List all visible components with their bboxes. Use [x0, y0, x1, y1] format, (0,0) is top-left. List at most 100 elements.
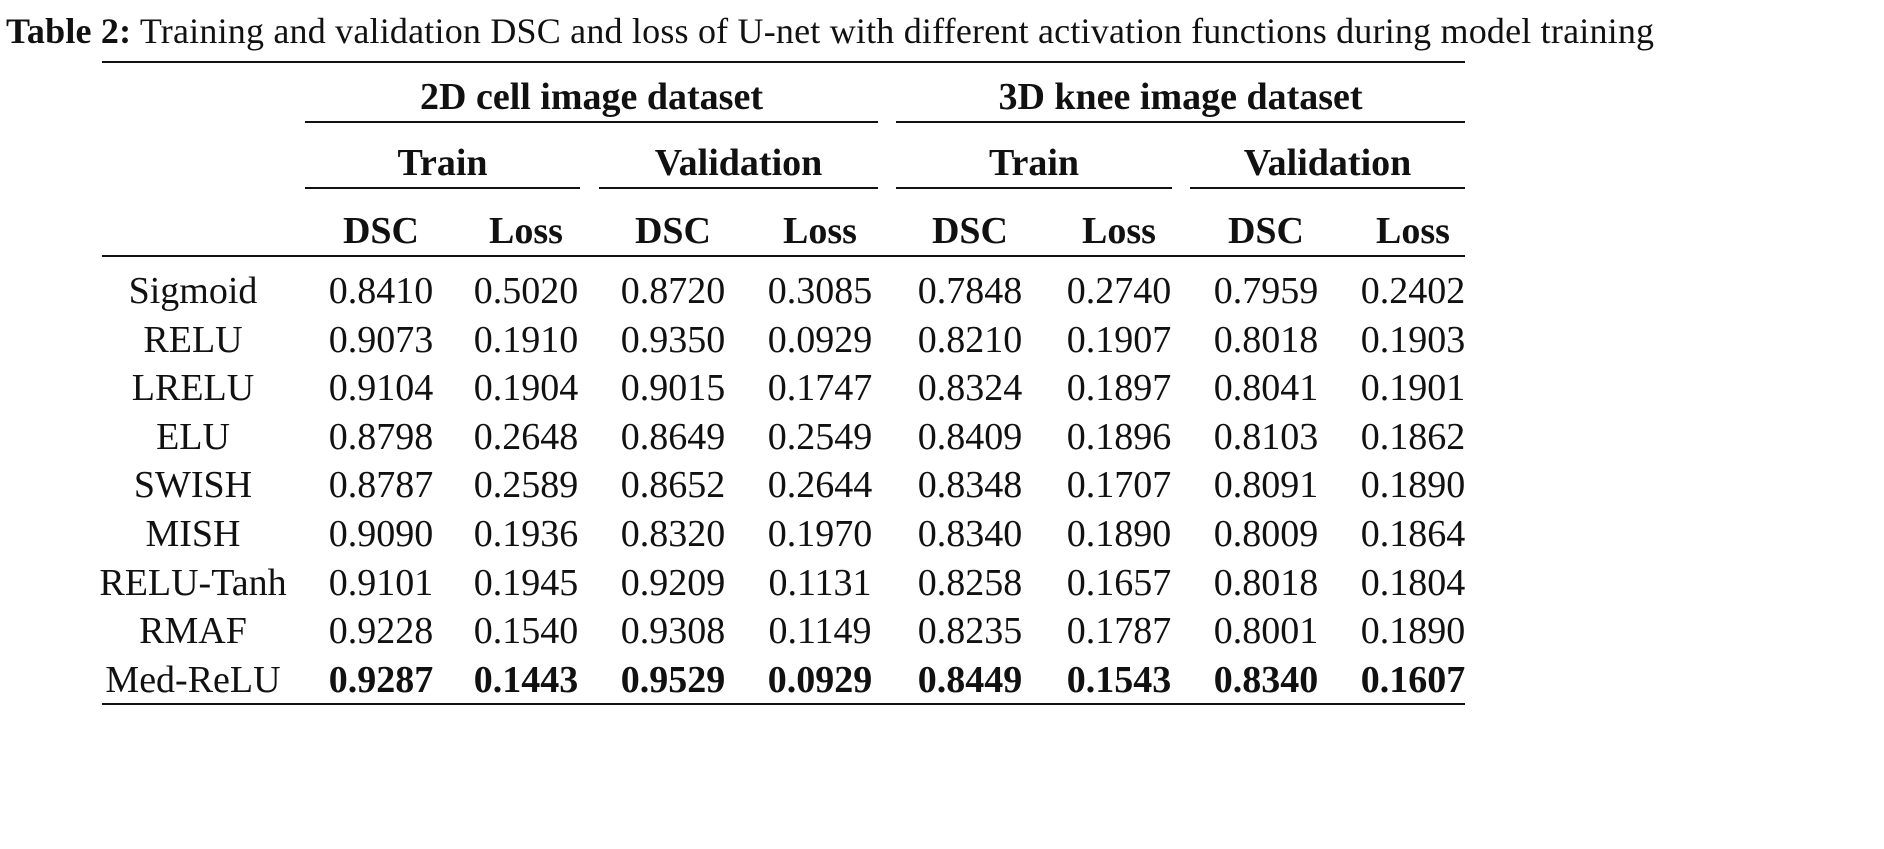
- table-cell: 0.2402: [1360, 270, 1466, 312]
- table-cell: 0.9287: [328, 659, 434, 701]
- split-header: Validation: [1243, 142, 1412, 184]
- split-underline: [1190, 187, 1465, 189]
- split-underline: [896, 187, 1172, 189]
- table-cell: 0.1747: [767, 367, 873, 409]
- table-cell: 0.1804: [1360, 562, 1466, 604]
- table-cell: 0.1901: [1360, 367, 1466, 409]
- table-cell: 0.9350: [620, 319, 726, 361]
- table-cell: 0.8018: [1213, 319, 1319, 361]
- table-cell: 0.2589: [473, 464, 579, 506]
- table-cell: 0.8652: [620, 464, 726, 506]
- table-cell: 0.8324: [917, 367, 1023, 409]
- table-caption: Table 2: Training and validation DSC and…: [6, 10, 1654, 52]
- row-label: MISH: [145, 513, 241, 555]
- dataset-header: 2D cell image dataset: [420, 76, 763, 118]
- table-cell: 0.8210: [917, 319, 1023, 361]
- table-cell: 0.8449: [917, 659, 1023, 701]
- table-cell: 0.1543: [1066, 659, 1172, 701]
- table-cell: 0.1149: [768, 610, 872, 652]
- table-cell: 0.1864: [1360, 513, 1466, 555]
- table-cell: 0.1890: [1066, 513, 1172, 555]
- table-cell: 0.9015: [620, 367, 726, 409]
- table-cell: 0.2740: [1066, 270, 1172, 312]
- table-cell: 0.1707: [1066, 464, 1172, 506]
- table-cell: 0.1657: [1066, 562, 1172, 604]
- split-header: Train: [988, 142, 1080, 184]
- table-cell: 0.8798: [328, 416, 434, 458]
- table-top-rule: [102, 61, 1465, 63]
- table-cell: 0.5020: [473, 270, 579, 312]
- table-cell: 0.1936: [473, 513, 579, 555]
- table-cell: 0.8009: [1213, 513, 1319, 555]
- table-cell: 0.8235: [917, 610, 1023, 652]
- row-label: RELU: [143, 319, 243, 361]
- table-cell: 0.8720: [620, 270, 726, 312]
- table-cell: 0.1607: [1360, 659, 1466, 701]
- table-cell: 0.8091: [1213, 464, 1319, 506]
- table-cell: 0.2549: [767, 416, 873, 458]
- row-label: RELU-Tanh: [99, 562, 287, 604]
- split-header: Validation: [654, 142, 823, 184]
- table-cell: 0.8410: [328, 270, 434, 312]
- table-cell: 0.7959: [1213, 270, 1319, 312]
- table-bottom-rule: [102, 703, 1465, 705]
- table-cell: 0.9101: [328, 562, 434, 604]
- table-cell: 0.8787: [328, 464, 434, 506]
- table-cell: 0.9308: [620, 610, 726, 652]
- table-cell: 0.9073: [328, 319, 434, 361]
- row-label: Sigmoid: [128, 270, 258, 312]
- table-cell: 0.8340: [917, 513, 1023, 555]
- table-cell: 0.1131: [768, 562, 872, 604]
- table-cell: 0.0929: [767, 319, 873, 361]
- table-cell: 0.8320: [620, 513, 726, 555]
- split-underline: [305, 187, 580, 189]
- row-label: ELU: [156, 416, 230, 458]
- dataset-underline: [305, 121, 878, 123]
- table-cell: 0.8018: [1213, 562, 1319, 604]
- header-rule: [102, 255, 1465, 257]
- table-caption-label: Table 2:: [6, 11, 132, 51]
- metric-header: DSC: [342, 210, 420, 252]
- table-cell: 0.1910: [473, 319, 579, 361]
- table-cell: 0.9090: [328, 513, 434, 555]
- table-caption-text: Training and validation DSC and loss of …: [139, 11, 1655, 51]
- table-cell: 0.8348: [917, 464, 1023, 506]
- table-cell: 0.8340: [1213, 659, 1319, 701]
- split-underline: [599, 187, 878, 189]
- table-cell: 0.9529: [620, 659, 726, 701]
- metric-header: DSC: [634, 210, 712, 252]
- table-cell: 0.8649: [620, 416, 726, 458]
- metric-header: DSC: [1227, 210, 1305, 252]
- table-cell: 0.7848: [917, 270, 1023, 312]
- row-label: SWISH: [133, 464, 253, 506]
- table-cell: 0.1945: [473, 562, 579, 604]
- table-cell: 0.8041: [1213, 367, 1319, 409]
- table-cell: 0.1903: [1360, 319, 1466, 361]
- table-cell: 0.1890: [1360, 464, 1466, 506]
- table-cell: 0.1896: [1066, 416, 1172, 458]
- metric-header: Loss: [1082, 210, 1156, 252]
- row-label: Med-ReLU: [105, 659, 281, 701]
- table-cell: 0.8103: [1213, 416, 1319, 458]
- table-cell: 0.8001: [1213, 610, 1319, 652]
- metric-header: Loss: [489, 210, 563, 252]
- row-label: RMAF: [139, 610, 247, 652]
- metric-header: Loss: [1376, 210, 1450, 252]
- dataset-header: 3D knee image dataset: [998, 76, 1363, 118]
- table-cell: 0.0929: [767, 659, 873, 701]
- row-label: LRELU: [131, 367, 255, 409]
- table-cell: 0.3085: [767, 270, 873, 312]
- table-cell: 0.1540: [473, 610, 579, 652]
- table-cell: 0.8258: [917, 562, 1023, 604]
- split-header: Train: [397, 142, 488, 184]
- table-cell: 0.9209: [620, 562, 726, 604]
- table-cell: 0.2648: [473, 416, 579, 458]
- table-cell: 0.1862: [1360, 416, 1466, 458]
- table-cell: 0.1907: [1066, 319, 1172, 361]
- table-cell: 0.8409: [917, 416, 1023, 458]
- table-cell: 0.9104: [328, 367, 434, 409]
- table-cell: 0.1787: [1066, 610, 1172, 652]
- table-cell: 0.9228: [328, 610, 434, 652]
- table-cell: 0.1904: [473, 367, 579, 409]
- table-cell: 0.2644: [767, 464, 873, 506]
